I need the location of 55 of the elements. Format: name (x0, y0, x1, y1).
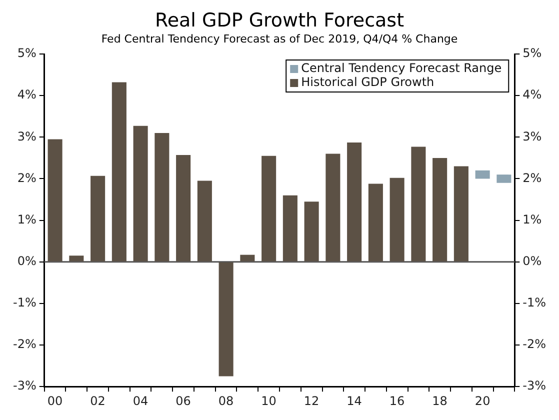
x-tick-label: 10 (261, 394, 276, 408)
bar (176, 155, 191, 262)
bar (218, 262, 234, 376)
y-tick-label: 5% (17, 46, 36, 60)
bar (154, 132, 170, 262)
x-tick-label: 12 (304, 394, 320, 408)
bar (390, 178, 404, 262)
y2-tick-label: 5% (522, 46, 542, 60)
bar (197, 180, 212, 262)
bar (240, 254, 255, 262)
bar (326, 154, 340, 262)
y2-tick-label: 3% (522, 129, 542, 144)
y-tick-label: 2% (17, 170, 36, 185)
bar (475, 170, 490, 179)
bar (90, 176, 106, 262)
x-tick-label: 04 (132, 394, 148, 408)
x-tick-label: 08 (218, 394, 234, 408)
bar (304, 202, 319, 262)
y2-tick-label: 2% (522, 170, 542, 185)
x-tick-label: 02 (90, 394, 106, 408)
chart-subtitle: Fed Central Tendency Forecast as of Dec 2019, Q4/Q4 % Change (101, 32, 458, 46)
y-tick-label: -3% (12, 378, 36, 393)
x-tick-label: 20 (474, 394, 490, 408)
x-tick-label: 06 (176, 394, 191, 408)
legend-label: Historical GDP Growth (301, 75, 434, 90)
bar (69, 256, 84, 262)
y2-tick-label: -2% (522, 337, 546, 352)
chart-title: Real GDP Growth Forecast (154, 9, 404, 32)
bar (262, 156, 276, 262)
y-tick-label: 3% (17, 129, 36, 144)
legend-label: Central Tendency Forecast Range (301, 61, 502, 76)
y2-tick-label: 4% (522, 88, 542, 102)
y-tick-label: 1% (17, 212, 36, 226)
bar (48, 139, 62, 262)
x-tick-label: 18 (432, 394, 448, 408)
bar (112, 82, 126, 262)
x-tick-label: 14 (346, 394, 362, 408)
bar (347, 142, 362, 262)
bar (454, 166, 468, 262)
y2-tick-label: -1% (522, 296, 546, 310)
bar (368, 184, 383, 262)
bar (432, 158, 448, 262)
bar (133, 126, 148, 262)
x-tick-label: 16 (389, 394, 405, 408)
y-tick-label: 0% (17, 254, 36, 268)
bar (411, 146, 426, 262)
y-tick-label: -1% (12, 296, 36, 310)
bar (496, 174, 512, 183)
y2-tick-label: -3% (522, 378, 546, 393)
x-tick-label: 00 (47, 394, 63, 408)
y-tick-label: -2% (12, 337, 36, 352)
y2-tick-label: 1% (522, 212, 542, 226)
bar (282, 195, 298, 262)
y2-tick-label: 0% (522, 254, 542, 268)
y-tick-label: 4% (17, 88, 36, 102)
